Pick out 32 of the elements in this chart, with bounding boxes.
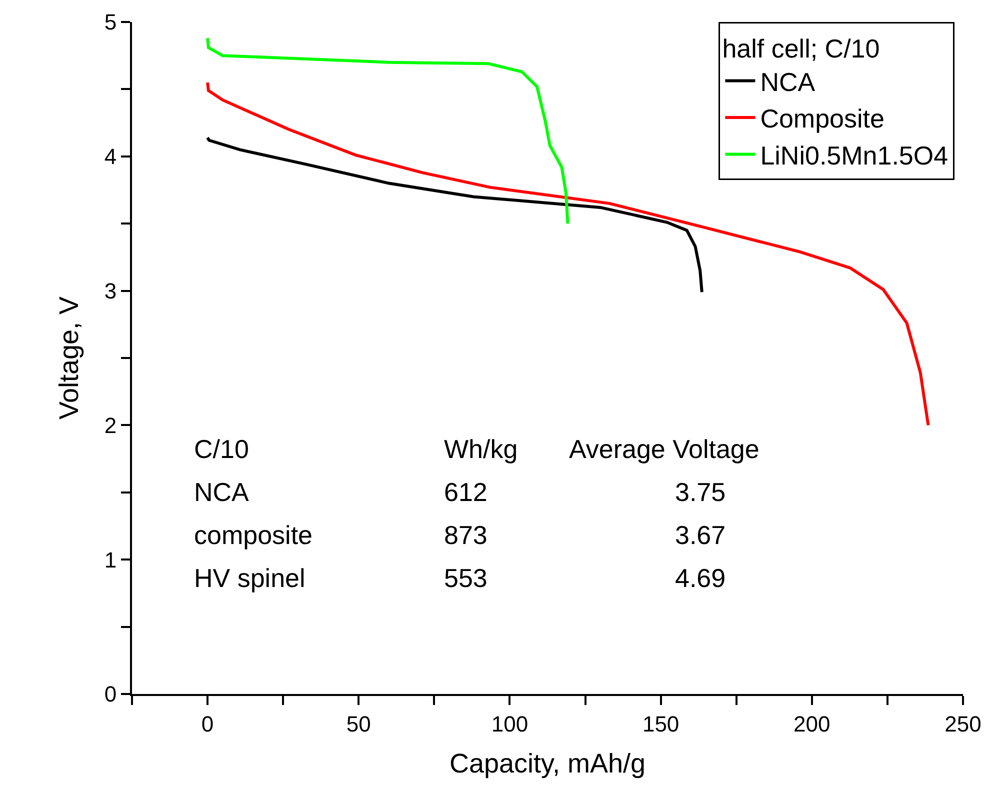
annotation: NCA <box>194 477 250 507</box>
legend-title: half cell; C/10 <box>722 33 880 64</box>
x-tick-label: 150 <box>642 711 680 736</box>
annotation: Average Voltage <box>569 434 760 464</box>
annotation: 3.75 <box>675 477 726 507</box>
x-tick-label: 100 <box>491 711 528 736</box>
line-series <box>206 136 704 294</box>
annotation: 873 <box>444 520 488 550</box>
annotation: 3.67 <box>675 520 726 550</box>
y-tick-label: 4 <box>104 144 117 170</box>
legend-label: LiNi0.5Mn1.5O4 <box>760 140 948 170</box>
y-tick-label: 3 <box>104 278 117 304</box>
legend-label: NCA <box>760 66 816 97</box>
line-series <box>206 36 570 226</box>
y-tick-label: 1 <box>104 547 117 572</box>
annotation: composite <box>194 520 312 550</box>
x-tick-label: 200 <box>794 711 830 736</box>
y-tick-label: 2 <box>104 412 117 438</box>
annotation: 612 <box>444 477 488 507</box>
y-axis-title: Voltage, V <box>54 296 84 420</box>
x-tick-label: 50 <box>346 711 371 736</box>
annotation: 4.69 <box>675 563 726 593</box>
annotation: 553 <box>444 563 488 593</box>
annotation: HV spinel <box>194 563 306 593</box>
annotation: C/10 <box>194 434 249 464</box>
y-tick-label: 5 <box>104 10 117 35</box>
legend-label: Composite <box>760 104 884 134</box>
annotation: Wh/kg <box>444 434 518 464</box>
x-axis-title: Capacity, mAh/g <box>449 748 646 778</box>
x-tick-label: 250 <box>944 711 982 736</box>
x-tick-label: 0 <box>201 711 214 736</box>
y-tick-label: 0 <box>104 682 117 707</box>
